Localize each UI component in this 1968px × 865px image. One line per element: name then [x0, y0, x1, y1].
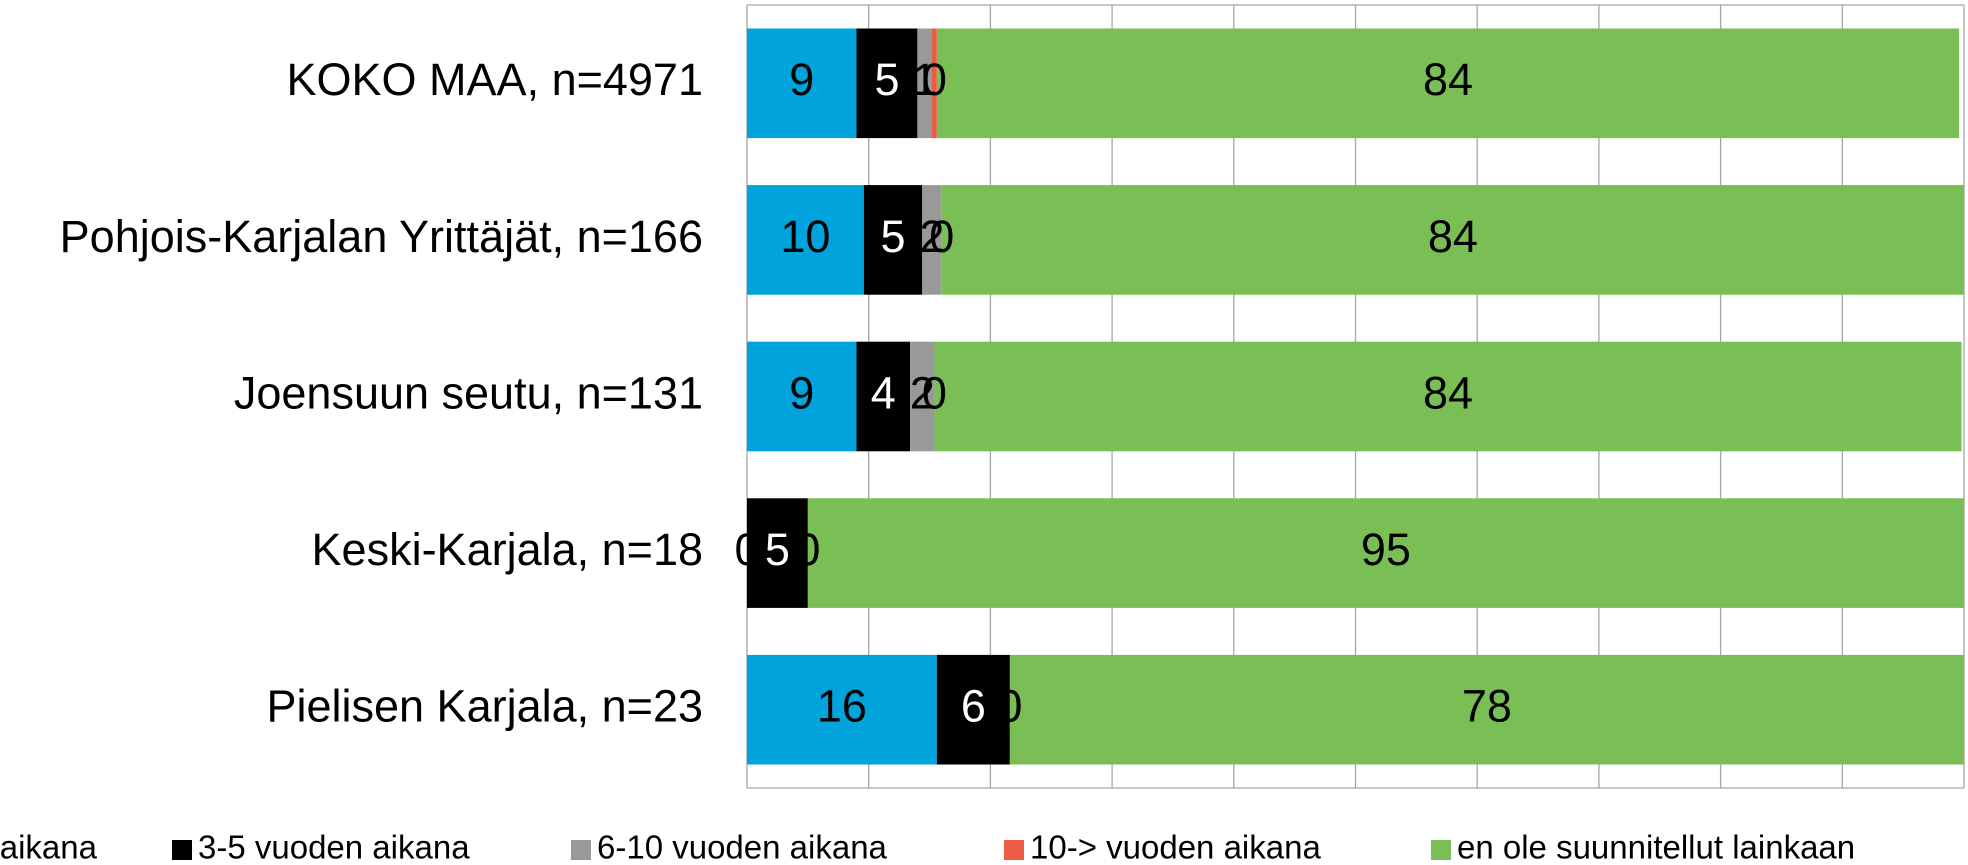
data-label: 9: [789, 367, 814, 418]
bar-segment: [747, 654, 937, 765]
bar-segment: [934, 341, 1962, 452]
data-label: 5: [874, 54, 899, 105]
data-label: 84: [1423, 367, 1473, 418]
legend-label: 6-10 vuoden aikana: [597, 829, 888, 865]
data-label: 0: [795, 524, 820, 575]
data-label: 78: [1462, 681, 1512, 732]
bar-segment: [747, 341, 857, 452]
y-tick-label: Keski-Karjala, n=18: [312, 524, 703, 575]
data-label: 9: [789, 54, 814, 105]
data-label: 84: [1428, 211, 1478, 262]
data-label: 1: [912, 54, 937, 105]
bar-segment: [747, 185, 864, 295]
legend-label: en ole suunnitellut lainkaan: [1457, 829, 1855, 865]
bar-segment: [936, 28, 1960, 139]
bar-segment: [863, 185, 923, 295]
legend-marker: [1431, 840, 1451, 860]
data-label: 0: [795, 524, 820, 575]
data-label: 5: [881, 211, 906, 262]
bar-segment: [856, 28, 918, 139]
y-tick-label: KOKO MAA, n=4971: [287, 54, 703, 105]
bar-segment: [941, 185, 1964, 295]
data-label: 10: [780, 211, 830, 262]
bar-segment: [936, 654, 1010, 765]
bar-segment: [922, 185, 942, 295]
bar-segment: [917, 28, 932, 139]
legend-marker: [172, 840, 192, 860]
data-label: 5: [765, 524, 790, 575]
bar-segment: [747, 28, 857, 139]
data-label: 84: [1423, 54, 1473, 105]
data-label: 16: [817, 681, 867, 732]
bar-segment: [1009, 654, 1964, 765]
data-label: 0: [997, 681, 1022, 732]
legend-marker: [571, 840, 591, 860]
data-label: 0: [922, 367, 947, 418]
bar-segment: [931, 28, 937, 139]
data-label: 0: [922, 54, 947, 105]
y-tick-label: Pohjois-Karjalan Yrittäjät, n=166: [60, 211, 703, 262]
bar-segment: [807, 498, 1964, 608]
legend-marker: [1004, 840, 1024, 860]
data-label: 4: [871, 367, 896, 418]
y-tick-label: Joensuun seutu, n=131: [234, 367, 703, 418]
data-label: 95: [1361, 524, 1411, 575]
bar-segment: [856, 341, 911, 452]
data-label: 0: [997, 681, 1022, 732]
data-label: 0: [929, 211, 954, 262]
legend-label: 3-5 vuoden aikana: [198, 829, 470, 865]
data-label: 0: [734, 524, 759, 575]
legend-label: aikana: [0, 829, 98, 865]
data-label: 2: [919, 211, 944, 262]
data-label: 6: [961, 681, 986, 732]
y-tick-label: Pielisen Karjala, n=23: [266, 681, 703, 732]
bar-segment: [910, 341, 935, 452]
legend-label: 10-> vuoden aikana: [1030, 829, 1321, 865]
data-label: 2: [910, 367, 935, 418]
bar-segment: [747, 498, 808, 608]
